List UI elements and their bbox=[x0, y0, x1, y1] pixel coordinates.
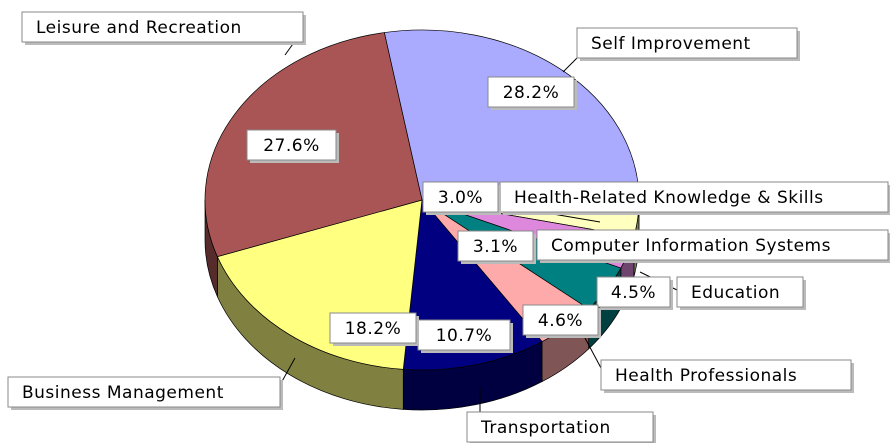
value-box bbox=[422, 181, 499, 213]
value-label: 28.2% bbox=[503, 83, 560, 103]
value-label: 4.6% bbox=[538, 311, 583, 331]
category-label: Self Improvement bbox=[591, 34, 751, 54]
category-label: Health-Related Knowledge & Skills bbox=[514, 188, 824, 208]
value-box bbox=[417, 319, 511, 351]
legend-box bbox=[576, 27, 798, 59]
value-box bbox=[487, 76, 575, 108]
value-box bbox=[246, 129, 337, 161]
value-label: 10.7% bbox=[436, 326, 493, 346]
leader-line bbox=[562, 57, 578, 73]
category-label: Business Management bbox=[22, 383, 224, 403]
value-box bbox=[522, 304, 599, 336]
value-label: 18.2% bbox=[345, 319, 402, 339]
category-label: Health Professionals bbox=[615, 366, 797, 386]
legend-box bbox=[21, 11, 304, 43]
legend-box bbox=[600, 359, 852, 391]
category-label: Leisure and Recreation bbox=[36, 18, 242, 38]
legend-box bbox=[536, 229, 889, 261]
value-box bbox=[596, 276, 671, 308]
value-label: 27.6% bbox=[263, 136, 320, 156]
category-label: Education bbox=[691, 283, 780, 303]
category-label: Computer Information Systems bbox=[551, 236, 831, 256]
category-label: Transportation bbox=[480, 418, 611, 438]
value-box bbox=[457, 230, 534, 262]
legend-box bbox=[466, 411, 654, 443]
legend-box bbox=[7, 376, 281, 408]
value-label: 4.5% bbox=[611, 283, 656, 303]
value-box bbox=[329, 312, 417, 344]
leader-line bbox=[584, 337, 602, 369]
value-label: 3.0% bbox=[438, 188, 483, 208]
value-label: 3.1% bbox=[473, 237, 518, 257]
legend-box bbox=[676, 276, 804, 308]
legend-box bbox=[499, 181, 889, 213]
